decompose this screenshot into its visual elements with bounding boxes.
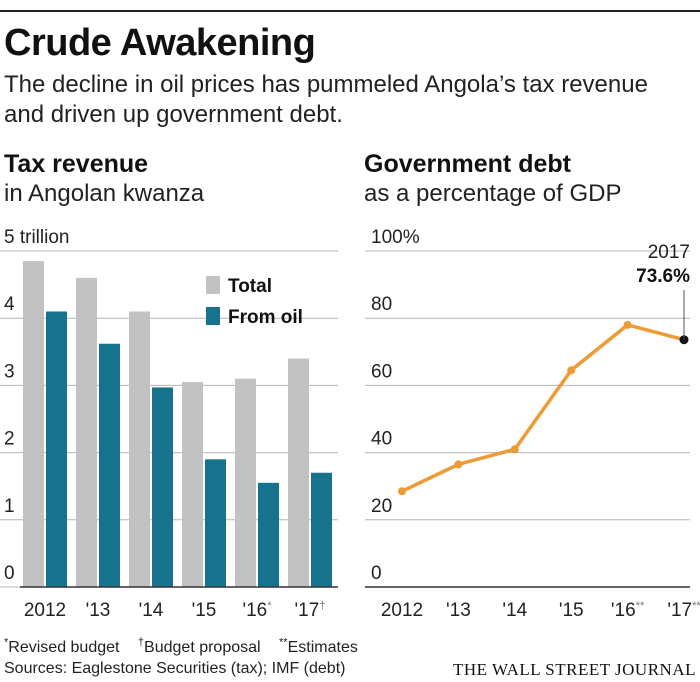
debt-ytick-label: 40 — [371, 429, 392, 450]
footnote-revised-text: Revised budget — [8, 639, 120, 657]
legend-swatch-from-oil — [206, 307, 220, 325]
legend-label-from-oil: From oil — [228, 307, 303, 328]
tax-xtick-label: '16* — [242, 600, 272, 621]
bar-total — [76, 277, 97, 587]
bar-total — [288, 358, 309, 587]
debt-xtick-label: 2012 — [381, 600, 423, 621]
tax-revenue-subtitle: in Angolan kwanza — [4, 180, 205, 207]
footnote-proposal-text: Budget proposal — [144, 639, 261, 657]
tax-ytick-label: 2 — [4, 429, 15, 450]
debt-xtick-label: '15 — [559, 600, 584, 621]
bar-from-oil — [258, 482, 279, 587]
debt-point — [510, 445, 519, 454]
debt-point — [567, 366, 576, 375]
footnote-estimates-mark: ** — [279, 637, 288, 649]
debt-ytick-label: 100% — [371, 227, 420, 248]
tax-ytick-label: 3 — [4, 361, 15, 382]
footnote-proposal-mark: † — [137, 637, 145, 649]
debt-point — [623, 320, 632, 329]
tax-revenue-chart: 0 1 2 3 4 5 trillion 2012 '13 '14 '15 '16* '17† Tota… — [0, 227, 338, 621]
tax-xtick-label: 2012 — [24, 600, 66, 621]
annotation-year: 2017 — [648, 242, 690, 263]
footnote-revised-mark: * — [4, 637, 9, 649]
publisher-logo: THE WALL STREET JOURNAL — [452, 660, 696, 679]
government-debt-chart: 0 20 40 60 80 100% 2012 '13 '14 '15 '16** '17** 2017… — [365, 227, 700, 621]
debt-xtick-label: '16** — [611, 600, 645, 621]
tax-ytick-label: 5 trillion — [4, 227, 69, 248]
debt-ytick-label: 60 — [371, 361, 392, 382]
bar-total — [235, 378, 256, 587]
debt-ytick-label: 80 — [371, 294, 392, 315]
page-subtitle: The decline in oil prices has pummeled A… — [4, 71, 648, 128]
tax-revenue-title: Tax revenue — [4, 150, 149, 178]
bar-from-oil — [152, 387, 173, 587]
debt-point — [454, 460, 463, 469]
legend-label-total: Total — [228, 276, 272, 297]
government-debt-title: Government debt — [364, 150, 571, 178]
bar-from-oil — [311, 472, 332, 587]
annotation-value: 73.6% — [636, 266, 690, 287]
footnotes: *Revised budget †Budget proposal **Estim… — [4, 637, 372, 657]
debt-xtick-label: '17** — [667, 600, 700, 621]
debt-ytick-label: 0 — [371, 563, 382, 584]
bar-total — [182, 382, 203, 587]
page-title: Crude Awakening — [4, 22, 316, 64]
debt-ytick-label: 20 — [371, 496, 392, 517]
debt-xtick-label: '13 — [446, 600, 471, 621]
government-debt-subtitle: as a percentage of GDP — [364, 180, 622, 207]
sources: Sources: Eaglestone Securities (tax); IM… — [4, 660, 346, 677]
debt-series-line — [401, 323, 685, 493]
bar-from-oil — [46, 311, 67, 587]
legend-swatch-total — [206, 276, 220, 294]
debt-xtick-label: '14 — [502, 600, 527, 621]
tax-ytick-label: 0 — [4, 563, 15, 584]
tax-ytick-label: 1 — [4, 496, 15, 517]
tax-xtick-label: '13 — [86, 600, 111, 621]
footnote-estimates: **Estimates — [279, 637, 358, 657]
tax-xtick-label: '14 — [139, 600, 164, 621]
bar-from-oil — [99, 343, 120, 587]
bar-from-oil — [205, 459, 226, 587]
footnote-proposal: †Budget proposal — [137, 637, 261, 657]
tax-xtick-label: '17† — [295, 600, 326, 621]
bar-total — [23, 261, 44, 587]
footnote-estimates-text: Estimates — [287, 639, 358, 657]
tax-ytick-label: 4 — [4, 294, 15, 315]
top-rule — [0, 10, 700, 12]
debt-point — [398, 487, 406, 496]
bar-total — [129, 311, 150, 587]
tax-xtick-label: '15 — [192, 600, 217, 621]
footnote-revised: *Revised budget — [4, 637, 120, 657]
